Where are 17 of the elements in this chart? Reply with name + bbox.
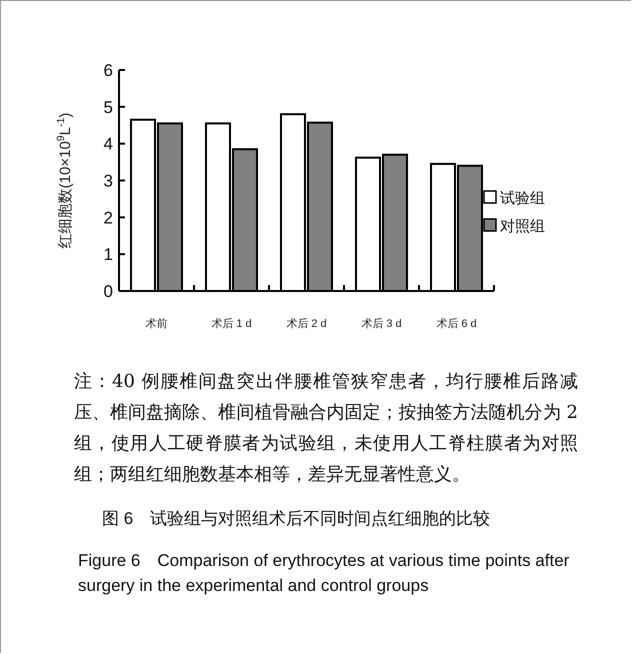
text: Figure 6 Comparison of erythrocytes at various time points after surgery in the experimental and control groups bbox=[78, 550, 570, 597]
text: 图 6 试验组与对照组术后不同时间点红细胞的比较 bbox=[102, 508, 490, 530]
x-tick-label: 术前 bbox=[146, 317, 168, 330]
x-tick-label: 术后 2 d bbox=[286, 317, 327, 330]
y-tick-label: 5 bbox=[104, 98, 113, 117]
y-tick-label: 2 bbox=[104, 208, 113, 228]
legend-label: 试验组 bbox=[500, 190, 545, 207]
x-tick-label: 术后 3 d bbox=[361, 317, 402, 330]
text: 注：40 例腰椎间盘突出伴腰椎管狭窄患者，均行腰椎后路减压、椎间盘摘除、椎间植骨融合内固定；按抽签方法随机分为 2 组，使用人工硬脊膜者为试验组，未使用人工脊柱膜者为对照组；两组红细胞数基本相等，差异无显著性意义。 bbox=[74, 370, 578, 487]
x-tick-label: 术后 6 d bbox=[436, 317, 477, 330]
y-tick-label: 1 bbox=[104, 245, 113, 264]
y-tick-label: 0 bbox=[104, 282, 113, 301]
x-tick-label: 术后 1 d bbox=[211, 317, 252, 330]
y-tick-label: 4 bbox=[104, 134, 113, 154]
legend-label: 对照组 bbox=[500, 218, 545, 235]
y-tick-label: 3 bbox=[104, 172, 113, 190]
y-tick-label: 6 bbox=[104, 61, 113, 80]
